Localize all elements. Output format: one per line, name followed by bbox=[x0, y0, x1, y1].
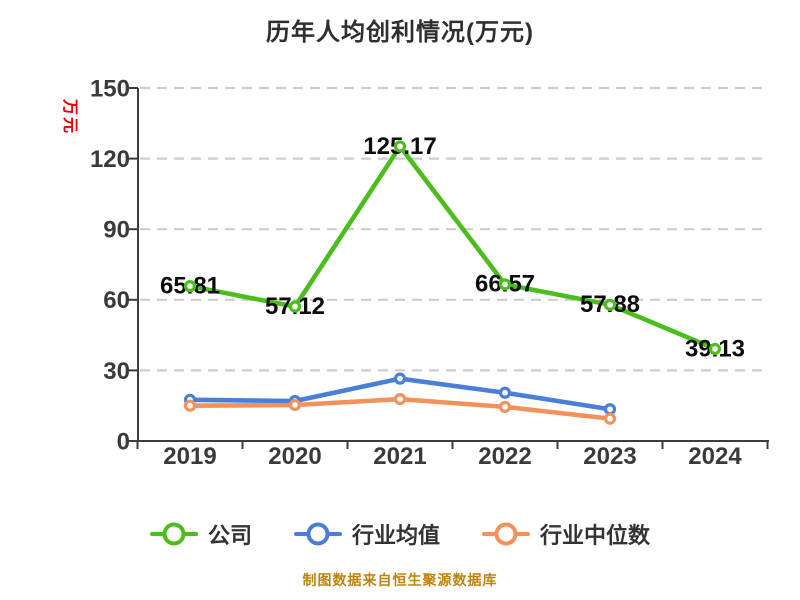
marker-industry-average-2022 bbox=[498, 386, 512, 399]
marker-company-2020 bbox=[288, 300, 302, 313]
marker-company-2019 bbox=[183, 280, 197, 293]
marker-industry-median-2020 bbox=[288, 398, 302, 412]
legend-item-industry-median[interactable]: 行业中位数 bbox=[482, 518, 650, 550]
x-tick-label-2019: 2019 bbox=[163, 443, 216, 470]
marker-industry-average-2021 bbox=[393, 372, 407, 385]
legend-item-company[interactable]: 公司 bbox=[149, 518, 252, 550]
legend-marker-industry-average bbox=[293, 521, 342, 547]
x-tick-label-2020: 2020 bbox=[268, 443, 321, 470]
y-axis-unit-label: 万元 bbox=[61, 99, 78, 136]
marker-company-2021 bbox=[393, 140, 407, 153]
series-line-company bbox=[187, 144, 718, 352]
marker-industry-median-2022 bbox=[498, 400, 512, 413]
legend: 公司 行业均值 行业中位数 bbox=[0, 518, 800, 550]
marker-industry-median-2019 bbox=[183, 399, 197, 412]
y-tick-label-0: 0 bbox=[117, 428, 130, 455]
marker-industry-average-2023 bbox=[603, 403, 617, 416]
y-tick-label-60: 60 bbox=[103, 287, 130, 314]
legend-dot-icon bbox=[494, 522, 518, 546]
x-tick-label-2023: 2023 bbox=[583, 443, 636, 470]
marker-industry-median-2023 bbox=[603, 412, 617, 425]
marker-company-2022 bbox=[498, 278, 512, 291]
legend-dot-icon bbox=[162, 522, 186, 546]
legend-item-industry-average[interactable]: 行业均值 bbox=[293, 518, 440, 550]
legend-dot-icon bbox=[306, 522, 330, 546]
y-tick-label-30: 30 bbox=[103, 358, 130, 385]
x-tick-label-2024: 2024 bbox=[688, 443, 742, 470]
legend-label: 行业均值 bbox=[351, 523, 440, 548]
x-tick-label-2022: 2022 bbox=[478, 443, 531, 470]
legend-label: 公司 bbox=[207, 523, 252, 548]
y-tick-label-120: 120 bbox=[90, 146, 130, 173]
y-tick-label-90: 90 bbox=[103, 217, 130, 244]
legend-marker-company bbox=[149, 521, 198, 547]
legend-marker-industry-median bbox=[482, 521, 530, 547]
y-tick-label-150: 150 bbox=[90, 75, 130, 102]
legend-label: 行业中位数 bbox=[540, 523, 651, 548]
chart-title: 历年人均创利情况(万元) bbox=[266, 19, 534, 46]
x-tick-label-2021: 2021 bbox=[373, 443, 426, 470]
data-source-caption: 制图数据来自恒生聚源数据库 bbox=[302, 572, 498, 588]
marker-industry-median-2021 bbox=[393, 393, 407, 406]
marker-company-2024 bbox=[708, 342, 722, 356]
marker-company-2023 bbox=[603, 298, 617, 311]
